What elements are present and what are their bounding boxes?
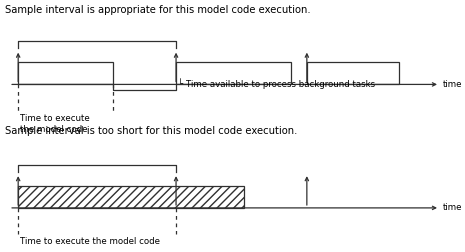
Bar [307,62,399,84]
Text: time: time [443,80,463,89]
Text: Sample interval is appropriate for this model code execution.: Sample interval is appropriate for this … [5,5,310,15]
Bar [18,186,244,208]
Text: Sample interval is too short for this model code execution.: Sample interval is too short for this mo… [5,126,297,136]
Bar [176,62,291,84]
Bar [18,62,113,84]
Text: time: time [443,203,463,212]
Text: Time to execute
the model code: Time to execute the model code [20,114,90,134]
Text: Time to execute the model code: Time to execute the model code [20,237,160,246]
Text: └ Time available to process background tasks: └ Time available to process background t… [178,79,375,89]
